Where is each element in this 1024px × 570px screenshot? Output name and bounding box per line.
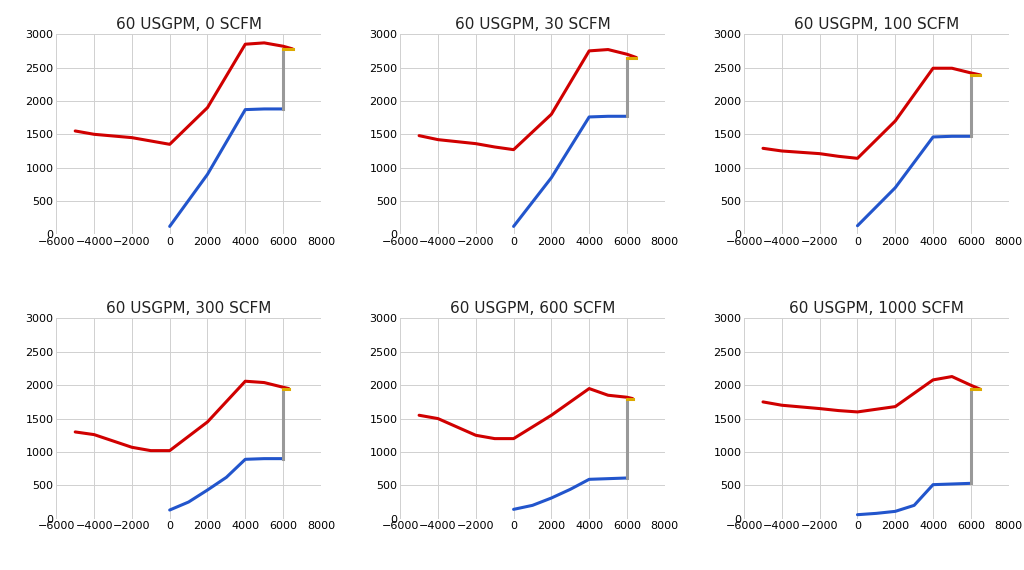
Title: 60 USGPM, 600 SCFM: 60 USGPM, 600 SCFM [450,301,615,316]
Title: 60 USGPM, 0 SCFM: 60 USGPM, 0 SCFM [116,17,261,32]
Title: 60 USGPM, 30 SCFM: 60 USGPM, 30 SCFM [455,17,610,32]
Title: 60 USGPM, 1000 SCFM: 60 USGPM, 1000 SCFM [788,301,964,316]
Title: 60 USGPM, 100 SCFM: 60 USGPM, 100 SCFM [794,17,959,32]
Title: 60 USGPM, 300 SCFM: 60 USGPM, 300 SCFM [105,301,271,316]
